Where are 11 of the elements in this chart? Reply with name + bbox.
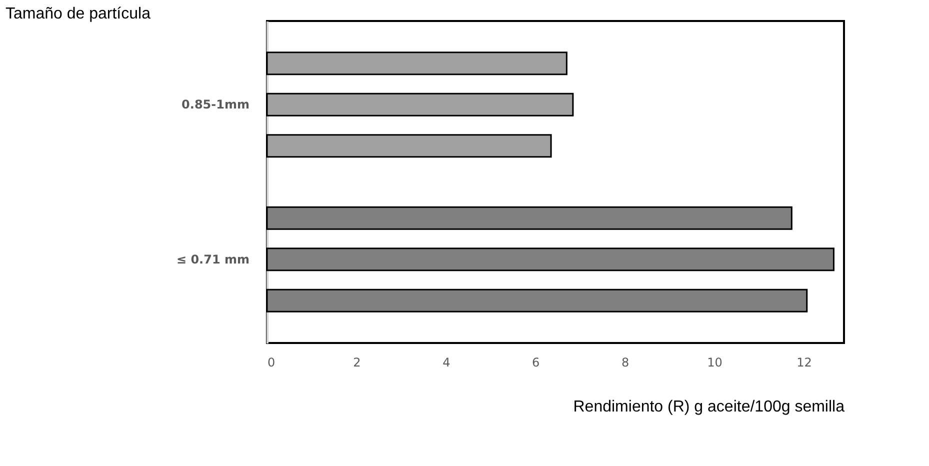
x-tick-label: 0 — [268, 356, 276, 370]
x-tick-label: 6 — [532, 356, 540, 370]
x-tick-label: 4 — [442, 356, 450, 370]
x-tick-label: 8 — [622, 356, 630, 370]
y-tick-label: 0.85-1mm — [182, 98, 250, 112]
x-tick-label: 10 — [707, 356, 722, 370]
x-axis-title: Rendimiento (R) g aceite/100g semilla — [573, 398, 845, 416]
x-tick-label: 12 — [796, 356, 812, 370]
y-axis-title: Tamaño de partícula — [6, 6, 151, 22]
y-tick-label: ≤ 0.71 mm — [176, 252, 250, 266]
x-tick-label: 2 — [353, 356, 361, 370]
